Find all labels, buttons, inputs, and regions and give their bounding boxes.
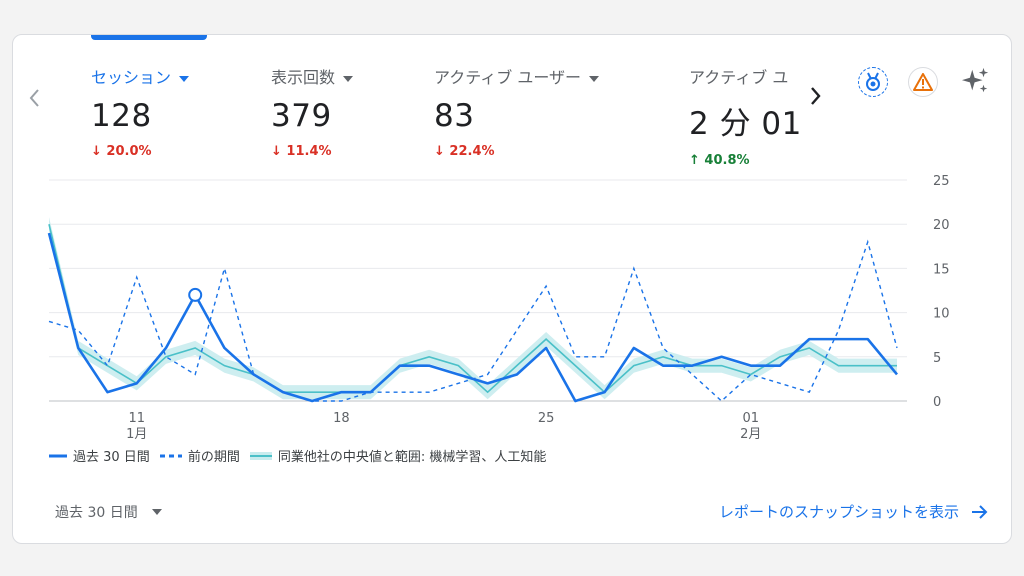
metric-label: アクティブ ユーザー (434, 64, 600, 88)
caret-down-icon (343, 75, 354, 82)
sparkle-icon[interactable] (961, 66, 991, 96)
chevron-right-icon[interactable] (809, 85, 823, 112)
legend-item-previous[interactable]: 前の期間 (159, 446, 240, 465)
metric-tab-views[interactable]: 表示回数 379 ↓ 11.4% (271, 64, 354, 159)
legend-item-current[interactable]: 過去 30 日間 (49, 446, 150, 465)
current-period-line (47, 232, 899, 403)
metric-change: ↑ 40.8% (689, 153, 750, 168)
y-tick-label: 5 (933, 351, 941, 366)
metric-value: 2 分 01 (689, 106, 802, 142)
metric-value: 379 (271, 98, 332, 134)
metric-tab-engagement-time[interactable]: アクティブ ユ 2 分 01 ↑ 40.8% (689, 64, 802, 168)
legend-label-benchmark: 同業他社の中央値と範囲: 機械学習、人工知能 (277, 450, 547, 465)
legend-item-benchmark[interactable]: 同業他社の中央値と範囲: 機械学習、人工知能 (249, 446, 547, 465)
highlighted-data-point (188, 287, 203, 302)
metric-value: 128 (91, 98, 152, 134)
metric-tab-sessions[interactable]: セッション 128 ↓ 20.0% (91, 64, 190, 159)
metric-change: ↓ 11.4% (271, 144, 332, 159)
x-tick-label: 01 (743, 411, 760, 426)
date-range-label: 過去 30 日間 (55, 505, 138, 521)
benchmark-range-band (49, 217, 897, 400)
caret-down-icon (179, 75, 190, 82)
y-tick-label: 15 (933, 262, 950, 277)
chevron-left-icon[interactable] (27, 87, 41, 113)
legend-label-previous: 前の期間 (187, 450, 240, 465)
metric-value: 83 (434, 98, 475, 134)
x-tick-label: 11 (128, 411, 145, 426)
date-range-dropdown[interactable]: 過去 30 日間 (55, 502, 162, 522)
legend-label-current: 過去 30 日間 (73, 450, 150, 465)
y-tick-label: 25 (933, 174, 950, 189)
active-metric-indicator (91, 35, 207, 40)
arrow-right-icon (972, 504, 988, 519)
metric-label: セッション (91, 64, 190, 88)
metric-tab-active-users[interactable]: アクティブ ユーザー 83 ↓ 22.4% (434, 64, 600, 159)
x-tick-sublabel: 2月 (740, 427, 761, 440)
y-tick-label: 20 (933, 218, 950, 233)
metric-label: 表示回数 (271, 64, 354, 88)
snapshot-link-label: レポートのスナップショットを表示 (718, 503, 959, 521)
y-tick-label: 10 (933, 307, 950, 322)
session-overview-card: セッション 128 ↓ 20.0% 表示回数 379 ↓ 11.4% アクティブ… (12, 34, 1012, 544)
metric-change: ↓ 22.4% (434, 144, 495, 159)
warning-icon[interactable] (908, 67, 938, 97)
band-swatch-icon (249, 451, 272, 460)
chart-legend: 過去 30 日間 前の期間 同業他社の中央値と範囲: 機械学習、人工知能 (49, 446, 556, 465)
metric-change: ↓ 20.0% (91, 144, 152, 159)
y-tick-label: 0 (933, 395, 941, 410)
view-snapshot-link[interactable]: レポートのスナップショットを表示 (719, 501, 989, 522)
caret-down-icon (151, 509, 162, 515)
solid-line-swatch-icon (49, 454, 67, 457)
x-tick-label: 25 (538, 411, 555, 426)
caret-down-icon (589, 75, 600, 82)
metric-label: アクティブ ユ (689, 68, 789, 87)
x-tick-label: 18 (333, 411, 350, 426)
insights-badge-icon[interactable] (858, 67, 888, 97)
x-tick-sublabel: 1月 (126, 427, 147, 440)
dashed-line-swatch-icon (159, 454, 182, 457)
